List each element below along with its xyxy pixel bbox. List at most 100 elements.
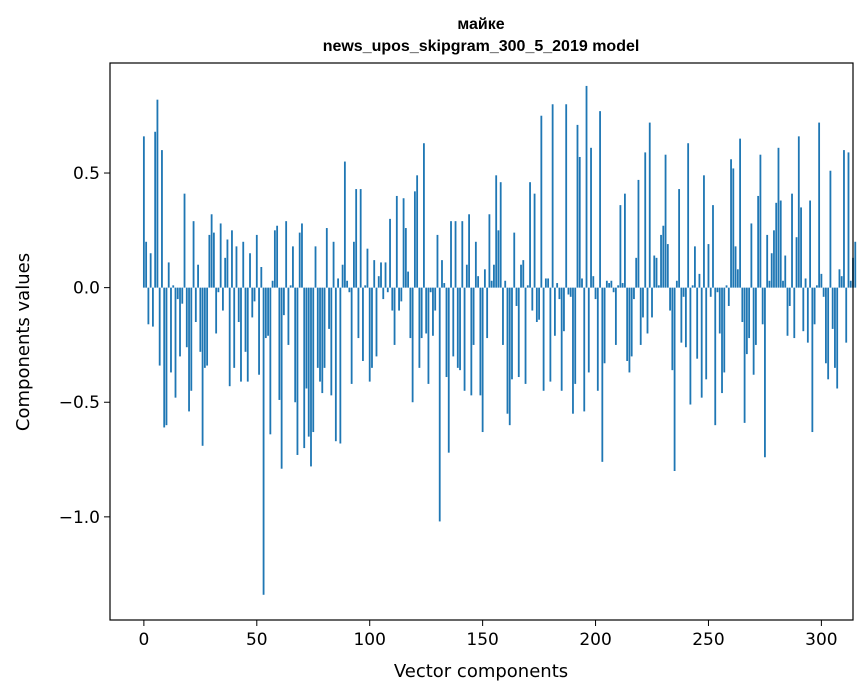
bar	[373, 260, 376, 288]
bar	[506, 287, 509, 414]
bar	[576, 124, 579, 288]
bar	[687, 143, 690, 288]
bar	[165, 287, 168, 426]
bar	[154, 131, 157, 288]
bar	[813, 287, 816, 325]
bar	[754, 287, 757, 345]
bar	[240, 287, 242, 382]
x-axis-ticks: 0 50 100 150 200 250 300	[138, 620, 838, 650]
bar	[551, 104, 554, 288]
bar	[791, 193, 793, 288]
bar	[357, 287, 360, 339]
bar	[427, 287, 430, 384]
bar	[420, 287, 423, 339]
bar	[170, 287, 172, 373]
bar	[558, 287, 561, 300]
bar	[761, 287, 764, 325]
bar	[556, 283, 559, 288]
bar	[517, 287, 520, 378]
bar	[569, 287, 572, 297]
bar	[581, 278, 583, 288]
bar	[447, 287, 450, 453]
bar	[273, 230, 276, 288]
bar	[682, 287, 685, 297]
bar	[167, 262, 170, 288]
bar	[192, 221, 195, 288]
bar	[188, 287, 190, 412]
bar	[612, 287, 615, 293]
bar	[736, 269, 739, 288]
bar	[149, 253, 152, 288]
bar	[768, 280, 771, 288]
bar	[542, 287, 545, 391]
bar	[563, 287, 565, 332]
bar	[608, 283, 610, 288]
bar	[432, 287, 434, 336]
bar	[680, 287, 683, 343]
bar	[825, 287, 827, 364]
plot-frame	[109, 62, 854, 621]
bar	[712, 205, 714, 288]
bar	[700, 287, 703, 398]
bar	[782, 280, 784, 288]
bar	[386, 287, 389, 293]
bar	[705, 287, 708, 380]
bar	[481, 287, 484, 433]
bar	[730, 159, 732, 288]
bar	[716, 287, 719, 293]
bar	[513, 232, 516, 288]
bar	[804, 278, 807, 288]
bar	[553, 287, 556, 336]
x-tick-label: 150	[466, 630, 498, 650]
bars-group	[142, 85, 857, 595]
bar	[219, 223, 222, 288]
y-tick-label: 0.0	[73, 279, 100, 299]
bar	[418, 287, 421, 368]
bar	[578, 156, 581, 288]
bar	[441, 260, 443, 288]
bar	[648, 122, 651, 288]
bar	[777, 147, 780, 288]
bar	[829, 170, 832, 288]
bar	[400, 287, 403, 302]
bar	[348, 287, 351, 293]
bar	[174, 287, 177, 398]
bar	[461, 221, 464, 288]
bar	[364, 285, 367, 288]
bar	[809, 200, 811, 288]
bar	[574, 287, 577, 384]
bar	[242, 241, 245, 288]
bar	[402, 198, 405, 288]
bar	[748, 287, 751, 339]
bar	[675, 280, 678, 288]
bar	[752, 287, 755, 375]
bar	[820, 273, 823, 288]
bar	[142, 136, 145, 288]
bar	[206, 287, 209, 366]
bar	[694, 246, 696, 288]
bar	[224, 257, 227, 288]
bar	[714, 287, 717, 426]
bar	[671, 287, 674, 371]
bar	[522, 260, 525, 288]
bar	[384, 262, 387, 288]
bar	[567, 287, 570, 295]
bar	[520, 264, 522, 288]
bar	[450, 221, 452, 288]
bar	[741, 287, 744, 323]
bar	[443, 283, 446, 288]
bar	[585, 85, 588, 288]
bar	[493, 264, 495, 288]
bar	[472, 287, 475, 345]
bar	[339, 287, 342, 444]
bar	[653, 255, 656, 288]
bar	[773, 230, 775, 288]
bar	[314, 246, 317, 288]
bar	[854, 241, 857, 288]
bar	[628, 287, 631, 373]
bar	[684, 287, 687, 348]
bar	[375, 287, 378, 357]
bar	[806, 287, 809, 343]
bar	[287, 287, 290, 345]
